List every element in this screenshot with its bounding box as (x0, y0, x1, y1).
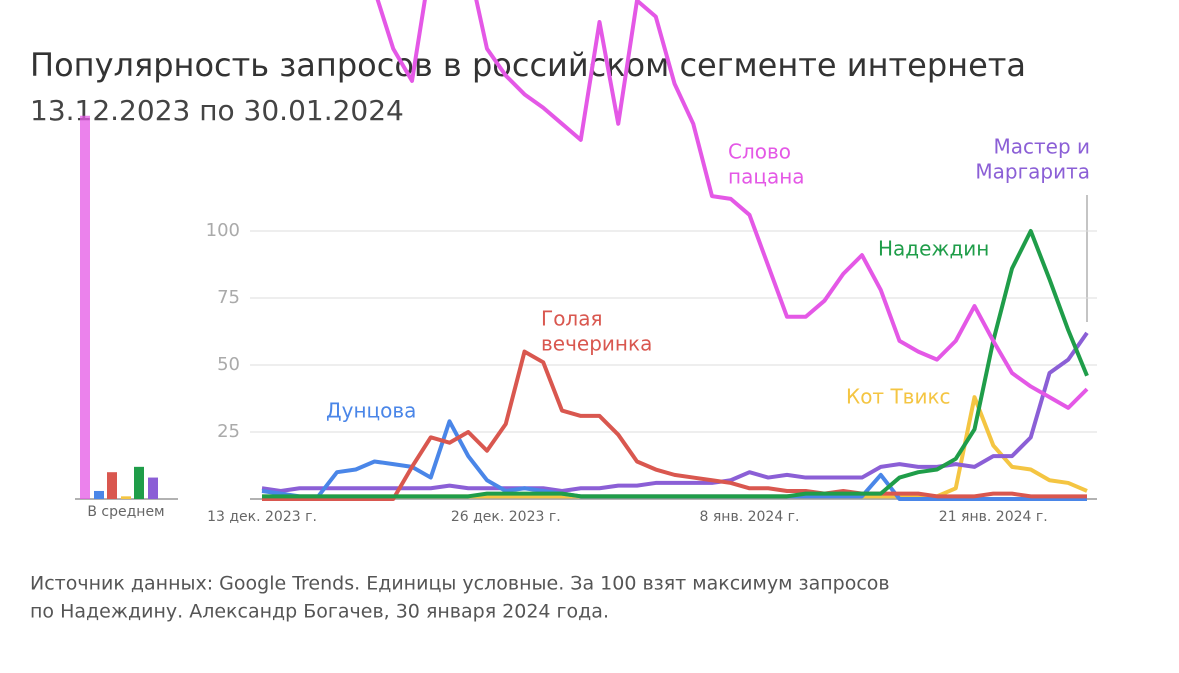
average-bar (94, 490, 104, 499)
series-line (262, 349, 1087, 501)
series-label: вечеринка (541, 332, 652, 356)
y-tick-label: 75 (217, 287, 240, 308)
x-tick-label: 21 янв. 2024 г. (939, 509, 1048, 525)
average-bar (134, 466, 144, 499)
y-tick-label: 25 (217, 421, 240, 442)
average-bar (148, 477, 158, 499)
average-bar (121, 496, 131, 499)
series-label: Кот Твикс (846, 385, 951, 409)
chart-subtitle: 13.12.2023 по 30.01.2024 (30, 94, 404, 127)
series-line (375, 0, 1089, 410)
series-label: Мастер и (993, 135, 1090, 159)
average-bar (107, 472, 117, 499)
source-note: по Надеждину. Александр Богачев, 30 янва… (30, 601, 609, 623)
series-line (262, 229, 1089, 499)
average-label: В среднем (87, 504, 164, 520)
average-bar (80, 115, 90, 499)
x-tick-label: 8 янв. 2024 г. (700, 509, 800, 525)
x-tick-label: 26 дек. 2023 г. (451, 509, 561, 525)
y-tick-label: 100 (206, 220, 240, 241)
series-label: Дунцова (326, 399, 416, 423)
series-label: Голая (541, 307, 603, 331)
source-note: Источник данных: Google Trends. Единицы … (30, 573, 890, 595)
series-label: Маргарита (975, 160, 1090, 184)
chart-title: Популярность запросов в российском сегме… (30, 46, 1026, 84)
y-tick-label: 50 (217, 354, 240, 375)
series-label: Надеждин (878, 237, 989, 261)
series-label: пацана (728, 165, 805, 189)
series-label: Слово (728, 140, 791, 164)
x-tick-label: 13 дек. 2023 г. (207, 509, 317, 525)
